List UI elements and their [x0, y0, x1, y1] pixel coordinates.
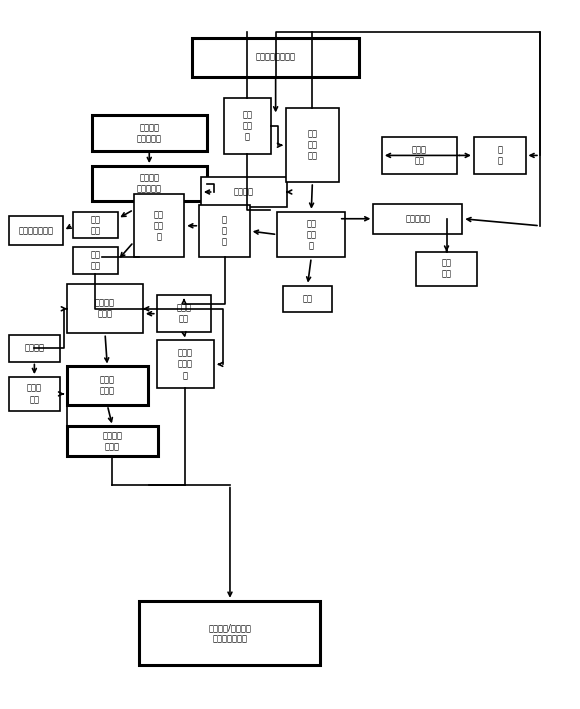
Text: 疏水
器辅: 疏水 器辅 — [441, 259, 452, 279]
Text: 流化
反应
收器: 流化 反应 收器 — [307, 130, 317, 161]
Text: 初
冷
器: 初 冷 器 — [222, 216, 227, 247]
FancyBboxPatch shape — [9, 216, 63, 245]
FancyBboxPatch shape — [283, 286, 332, 312]
FancyBboxPatch shape — [200, 205, 250, 257]
FancyBboxPatch shape — [374, 204, 462, 233]
Text: 过料
风机: 过料 风机 — [90, 215, 100, 235]
Text: 逃生冷
凝柱: 逃生冷 凝柱 — [412, 145, 427, 165]
Text: 液态尿素
洗涤塔: 液态尿素 洗涤塔 — [95, 298, 115, 319]
FancyBboxPatch shape — [67, 426, 158, 457]
Text: 逃气冷却器: 逃气冷却器 — [405, 214, 430, 223]
Text: 热气
过滤
器: 热气 过滤 器 — [306, 219, 316, 250]
Text: 扯状速
风分离
器: 扯状速 风分离 器 — [178, 349, 193, 380]
Text: 液态尿素
循环泵: 液态尿素 循环泵 — [103, 431, 122, 452]
FancyBboxPatch shape — [286, 108, 339, 182]
Text: 固体尿素: 固体尿素 — [24, 344, 45, 352]
FancyBboxPatch shape — [140, 601, 320, 666]
FancyBboxPatch shape — [474, 137, 525, 174]
Text: 废渣: 废渣 — [303, 294, 313, 303]
FancyBboxPatch shape — [157, 296, 211, 332]
FancyBboxPatch shape — [9, 335, 60, 362]
Text: 冷气
风机: 冷气 风机 — [90, 250, 100, 270]
Text: 能汽
分离
器: 能汽 分离 器 — [154, 210, 164, 241]
Text: 稠态尿
素批滤: 稠态尿 素批滤 — [100, 376, 115, 396]
Text: 熔盐
加热
炉: 熔盐 加热 炉 — [242, 111, 252, 142]
FancyBboxPatch shape — [134, 194, 184, 257]
FancyBboxPatch shape — [73, 247, 118, 274]
Text: 碳酸氢铵/纯碱和氧
化铵的吸氨工段: 碳酸氢铵/纯碱和氧 化铵的吸氨工段 — [209, 623, 251, 643]
FancyBboxPatch shape — [201, 177, 287, 207]
Text: 氨铣气氨
塔盐预热器: 氨铣气氨 塔盐预热器 — [137, 174, 162, 194]
FancyBboxPatch shape — [73, 212, 118, 238]
Text: 气
包: 气 包 — [497, 145, 502, 165]
FancyBboxPatch shape — [9, 377, 60, 411]
FancyBboxPatch shape — [157, 340, 214, 389]
FancyBboxPatch shape — [67, 284, 143, 333]
FancyBboxPatch shape — [67, 367, 147, 405]
FancyBboxPatch shape — [277, 212, 345, 257]
Text: 氨本气氨
氨气预热器: 氨本气氨 氨气预热器 — [137, 123, 162, 143]
Text: 尿素送
融券: 尿素送 融券 — [27, 384, 42, 404]
FancyBboxPatch shape — [193, 38, 359, 77]
FancyBboxPatch shape — [92, 116, 206, 150]
FancyBboxPatch shape — [382, 137, 456, 174]
Text: 成品贮存及包装: 成品贮存及包装 — [19, 226, 53, 235]
FancyBboxPatch shape — [224, 98, 271, 154]
Text: 空气冷
却器: 空气冷 却器 — [176, 303, 191, 324]
Text: 溶盐炉槽: 溶盐炉槽 — [234, 187, 254, 196]
FancyBboxPatch shape — [92, 166, 206, 201]
FancyBboxPatch shape — [416, 252, 477, 286]
Text: 合成氨工段到氨气: 合成氨工段到氨气 — [256, 52, 296, 62]
